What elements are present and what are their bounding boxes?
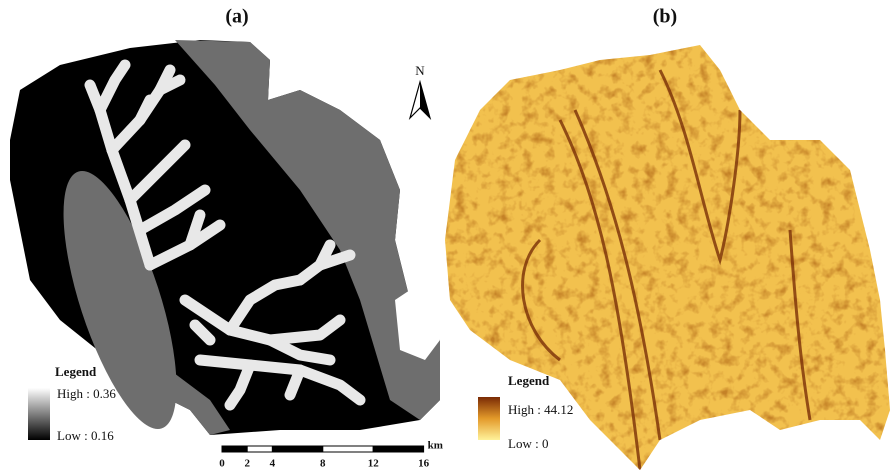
scale-unit: km <box>428 440 443 452</box>
scale-label: 16 <box>418 458 430 470</box>
scale-segment <box>323 446 373 452</box>
scale-label: 2 <box>244 458 250 470</box>
panel-label: (b) <box>653 6 677 28</box>
scale-label: 8 <box>320 458 326 470</box>
legend-title: Legend <box>55 364 97 379</box>
legend-high: High : 44.12 <box>508 402 573 417</box>
legend-low: Low : 0.16 <box>57 428 114 443</box>
scale-segment <box>222 446 247 452</box>
north-label: N <box>415 63 425 78</box>
panel-label: (a) <box>225 6 248 28</box>
scale-segment <box>373 446 423 452</box>
legend-low: Low : 0 <box>508 436 548 451</box>
legend-ramp <box>478 397 500 440</box>
scale-segment <box>247 446 272 452</box>
scale-label: 0 <box>219 458 225 470</box>
scale-label: 12 <box>368 458 380 470</box>
legend-ramp <box>28 388 50 440</box>
scale-segment <box>272 446 322 452</box>
map-a <box>10 40 440 441</box>
figure: (a) N Legend High : 0.36 Low : 0.16 0 2 4 8… <box>0 0 891 475</box>
scale-bar: 0 2 4 8 12 16 km <box>219 440 443 470</box>
scale-label: 4 <box>270 458 276 470</box>
legend-high: High : 0.36 <box>57 386 116 401</box>
legend-title: Legend <box>508 373 550 388</box>
